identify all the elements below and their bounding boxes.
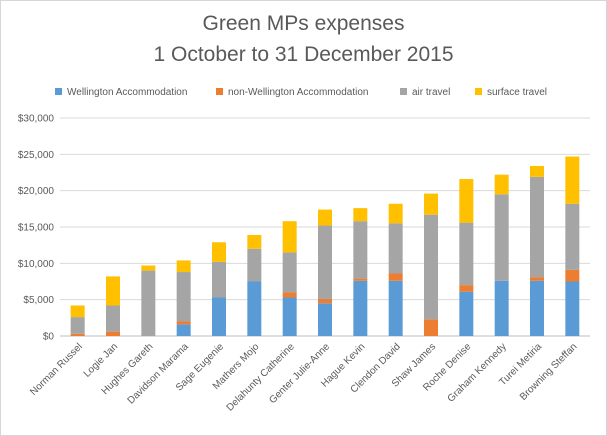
bar-norman-russel-air-travel — [70, 317, 85, 334]
bar-turei-metiria-wellington-accommodation — [530, 280, 544, 336]
y-axis: $0 $5,000 $10,000 $15,000 $20,000 $25,000 $30,… — [18, 114, 55, 343]
chart-title: Green MPs expenses — [202, 12, 405, 35]
bars — [70, 156, 580, 336]
bar-clendon-david-surface-travel — [388, 203, 403, 224]
bar-logie-jan-air-travel — [106, 305, 120, 332]
bar-mathers-mojo-air-travel — [247, 248, 262, 282]
legend-swatch-air-travel — [400, 88, 407, 95]
bar-norman-russel-surface-travel — [70, 305, 85, 318]
bar-shaw-james-surface-travel — [424, 193, 438, 215]
bar-hague-kevin-non-wellington-accommodation — [353, 278, 368, 281]
bar-turei-metiria-non-wellington-accommodation — [530, 277, 544, 281]
bar-browning-steffan-non-wellington-accommodation — [565, 269, 580, 282]
bar-shaw-james-non-wellington-accommodation — [424, 319, 438, 336]
x-tick-label-genter-julie-anne: Genter Julie-Anne — [267, 341, 332, 406]
legend-swatch-surface-travel — [475, 88, 482, 95]
x-tick-label-davidson-marama: Davidson Marama — [126, 341, 191, 406]
y-tick-label: $5,000 — [23, 295, 54, 306]
bar-genter-julie-anne-wellington-accommodation — [318, 303, 332, 336]
bar-mathers-mojo-wellington-accommodation — [247, 281, 262, 336]
legend-swatch-non-wellington-accommodation — [216, 88, 223, 95]
bar-davidson-marama-surface-travel — [176, 260, 191, 273]
bar-clendon-david-non-wellington-accommodation — [388, 273, 403, 281]
bar-graham-kennedy-surface-travel — [494, 174, 509, 195]
legend-label-air-travel: air travel — [412, 87, 451, 98]
bar-delahunty-catherine-wellington-accommodation — [282, 297, 297, 336]
legend-swatch-wellington-accommodation — [55, 88, 62, 95]
bar-clendon-david-wellington-accommodation — [388, 280, 403, 336]
bar-hughes-gareth-air-travel — [141, 270, 156, 336]
y-tick-label: $25,000 — [18, 150, 55, 161]
bar-turei-metiria-surface-travel — [530, 165, 544, 177]
legend-item-non-wellington-accommodation: non-Wellington Accommodation — [216, 86, 368, 100]
bar-delahunty-catherine-non-wellington-accommodation — [282, 292, 297, 298]
legend-item-wellington-accommodation: Wellington Accommodation — [55, 86, 187, 100]
bar-davidson-marama-non-wellington-accommodation — [176, 321, 191, 325]
bar-sage-eugenie-air-travel — [212, 261, 226, 298]
bar-mathers-mojo-surface-travel — [247, 234, 262, 249]
bar-shaw-james-air-travel — [424, 214, 438, 320]
y-tick-label: $20,000 — [18, 186, 55, 197]
bar-browning-steffan-surface-travel — [565, 156, 580, 204]
bar-genter-julie-anne-air-travel — [318, 225, 332, 299]
bar-genter-julie-anne-non-wellington-accommodation — [318, 298, 332, 304]
x-tick-label-delahunty-catherine: Delahunty Catherine — [225, 341, 298, 414]
y-tick-label: $10,000 — [18, 259, 55, 270]
bar-genter-julie-anne-surface-travel — [318, 209, 332, 226]
bar-hughes-gareth-surface-travel — [141, 265, 156, 271]
bar-delahunty-catherine-surface-travel — [282, 221, 297, 253]
bar-hague-kevin-air-travel — [353, 221, 368, 279]
y-tick-label: $15,000 — [18, 223, 55, 234]
bar-turei-metiria-air-travel — [530, 176, 544, 278]
bar-graham-kennedy-wellington-accommodation — [494, 280, 509, 336]
x-tick-label-norman-russel: Norman Russel — [28, 341, 85, 398]
y-tick-label: $0 — [43, 332, 55, 343]
legend-item-air-travel: air travel — [400, 86, 450, 100]
bar-browning-steffan-air-travel — [565, 203, 580, 270]
bar-sage-eugenie-wellington-accommodation — [212, 297, 226, 336]
bar-sage-eugenie-surface-travel — [212, 242, 226, 262]
bar-hague-kevin-wellington-accommodation — [353, 280, 368, 336]
bar-clendon-david-air-travel — [388, 223, 403, 274]
bar-roche-denise-wellington-accommodation — [459, 291, 474, 336]
y-tick-label: $30,000 — [18, 114, 55, 125]
chart-legend: Wellington Accommodation non-Wellington … — [0, 86, 607, 100]
bar-davidson-marama-air-travel — [176, 272, 191, 322]
bar-hague-kevin-surface-travel — [353, 208, 368, 222]
bar-davidson-marama-wellington-accommodation — [176, 324, 191, 336]
bar-roche-denise-non-wellington-accommodation — [459, 285, 474, 292]
legend-label-non-wellington-accommodation: non-Wellington Accommodation — [228, 87, 369, 98]
chart-subtitle: 1 October to 31 December 2015 — [153, 43, 454, 66]
bar-graham-kennedy-air-travel — [494, 194, 509, 281]
bar-delahunty-catherine-air-travel — [282, 252, 297, 293]
bar-logie-jan-surface-travel — [106, 276, 120, 306]
legend-label-wellington-accommodation: Wellington Accommodation — [67, 87, 188, 98]
bar-logie-jan-non-wellington-accommodation — [106, 331, 120, 336]
legend-item-surface-travel: surface travel — [475, 86, 547, 100]
bar-norman-russel-non-wellington-accommodation — [70, 333, 85, 336]
bar-browning-steffan-wellington-accommodation — [565, 281, 580, 336]
legend-label-surface-travel: surface travel — [487, 87, 548, 98]
bar-roche-denise-air-travel — [459, 222, 474, 286]
bar-roche-denise-surface-travel — [459, 179, 474, 223]
